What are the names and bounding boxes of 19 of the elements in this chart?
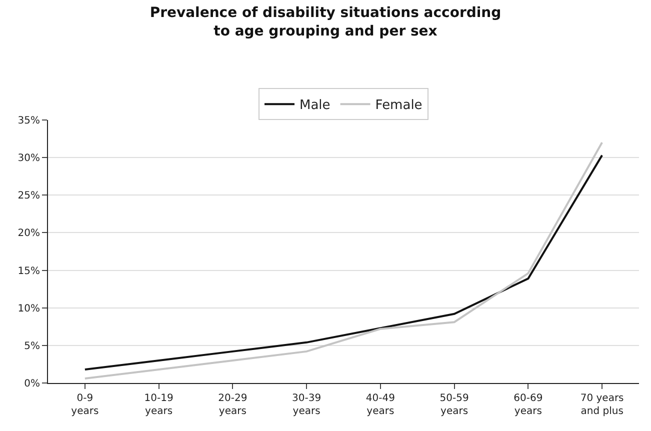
y-tick-label: 0% (24, 378, 40, 390)
y-tick-label: 25% (18, 190, 40, 202)
x-tick-label: 50-59 years (440, 393, 469, 417)
y-tick-label: 5% (24, 340, 40, 352)
x-tick-label: 60-69 years (514, 393, 543, 417)
legend-label: Male (300, 98, 330, 114)
chart-title: Prevalence of disability situations according to age grouping and per sex (150, 5, 502, 40)
y-tick-label: 30% (18, 153, 40, 164)
x-tick-label: 0-9 years (71, 393, 99, 417)
y-tick-label: 20% (18, 228, 40, 240)
x-tick-label: 70 years and plus (580, 393, 624, 417)
legend-label: Female (375, 98, 422, 114)
y-tick-label: 35% (18, 116, 40, 126)
x-tick-label: 40-49 years (366, 393, 395, 417)
x-tick-label: 20-29 years (218, 393, 248, 417)
x-tick-label: 10-19 years (144, 393, 174, 417)
x-tick-label: 30-39 years (292, 393, 322, 417)
y-tick-label: 15% (18, 266, 40, 277)
y-tick-label: 10% (18, 303, 40, 314)
